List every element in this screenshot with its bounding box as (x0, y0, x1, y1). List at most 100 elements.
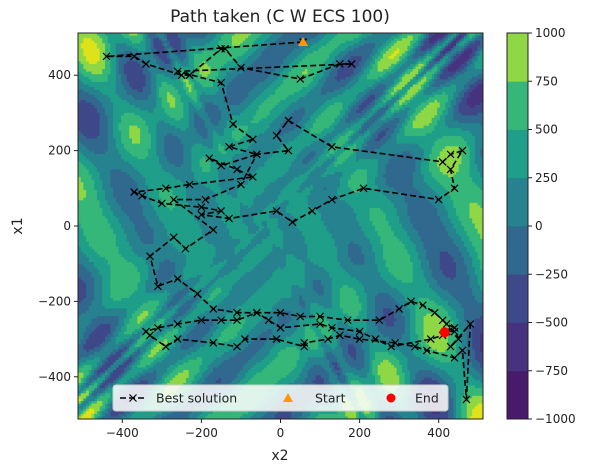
contour-cell (110, 179, 114, 183)
contour-cell (115, 45, 120, 50)
contour-cell (134, 123, 138, 127)
contour-cell (96, 388, 101, 392)
contour-cell (148, 141, 152, 145)
contour-cell (121, 66, 125, 70)
contour-cell (94, 267, 98, 271)
contour-cell (86, 223, 90, 227)
contour-cell (83, 300, 87, 304)
contour-cell (110, 416, 114, 419)
contour-cell (86, 375, 90, 379)
contour-cell (123, 321, 128, 325)
contour-cell (96, 339, 101, 343)
contour-cell (102, 45, 106, 50)
contour-cell (78, 215, 82, 219)
contour-cell (140, 359, 144, 363)
contour-cell (126, 254, 130, 258)
contour-cell (148, 63, 152, 68)
contour-cell (150, 161, 155, 165)
contour-cell (113, 300, 117, 304)
contour-cell (137, 298, 141, 302)
contour-cell (102, 117, 106, 122)
contour-cell (78, 220, 82, 225)
contour-cell (86, 81, 90, 86)
contour-cell (80, 205, 84, 209)
contour-cell (134, 310, 138, 315)
contour-cell (123, 375, 128, 379)
contour-cell (113, 130, 117, 134)
contour-cell (118, 56, 122, 60)
contour-cell (137, 207, 141, 212)
contour-cell (132, 110, 136, 114)
contour-cell (94, 189, 98, 194)
contour-cell (118, 292, 122, 297)
contour-cell (134, 81, 138, 86)
contour-cell (105, 406, 109, 410)
contour-cell (78, 264, 82, 268)
contour-cell (107, 403, 111, 407)
contour-cell (110, 341, 114, 345)
contour-cell (121, 370, 125, 374)
contour-cell (123, 372, 128, 376)
contour-cell (94, 310, 98, 315)
contour-cell (148, 213, 152, 217)
contour-cell (88, 159, 93, 163)
contour-cell (115, 375, 120, 379)
contour-cell (78, 308, 82, 312)
contour-cell (96, 195, 101, 199)
contour-cell (129, 205, 133, 209)
contour-cell (118, 89, 122, 93)
contour-cell (145, 94, 149, 98)
contour-cell (78, 233, 82, 237)
contour-cell (129, 102, 133, 106)
contour-cell (91, 367, 95, 371)
contour-cell (115, 66, 120, 70)
contour-cell (150, 33, 155, 37)
contour-cell (99, 377, 103, 381)
contour-cell (94, 130, 98, 134)
contour-cell (80, 74, 84, 78)
contour-cell (102, 380, 106, 384)
contour-cell (129, 215, 133, 219)
contour-cell (83, 408, 87, 412)
contour-cell (94, 71, 98, 75)
contour-cell (132, 174, 136, 178)
contour-cell (134, 272, 138, 276)
contour-cell (80, 130, 84, 134)
contour-cell (134, 313, 138, 317)
contour-cell (88, 43, 93, 47)
contour-cell (134, 238, 138, 243)
contour-cell (118, 220, 122, 225)
contour-cell (91, 280, 95, 284)
contour-cell (129, 66, 133, 70)
contour-cell (86, 272, 90, 276)
contour-cell (134, 226, 138, 230)
contour-cell (99, 256, 103, 261)
contour-cell (110, 231, 114, 235)
contour-cell (91, 182, 95, 186)
contour-cell (126, 244, 130, 248)
contour-cell (126, 305, 130, 309)
contour-cell (86, 346, 90, 351)
contour-cell (88, 169, 93, 173)
contour-cell (99, 393, 103, 397)
contour-cell (137, 84, 141, 88)
contour-cell (137, 339, 141, 343)
contour-cell (102, 323, 106, 327)
contour-cell (107, 66, 111, 70)
contour-cell (132, 259, 136, 263)
contour-cell (148, 215, 152, 219)
contour-cell (140, 341, 144, 345)
contour-cell (140, 411, 144, 415)
contour-cell (86, 277, 90, 281)
contour-cell (107, 336, 111, 340)
contour-cell (83, 63, 87, 68)
contour-cell (140, 117, 144, 122)
contour-cell (107, 318, 111, 322)
contour-cell (118, 254, 122, 258)
contour-cell (121, 326, 125, 330)
contour-cell (115, 84, 120, 88)
contour-cell (80, 264, 84, 268)
contour-cell (142, 146, 147, 150)
contour-cell (110, 285, 114, 289)
contour-cell (134, 411, 138, 415)
